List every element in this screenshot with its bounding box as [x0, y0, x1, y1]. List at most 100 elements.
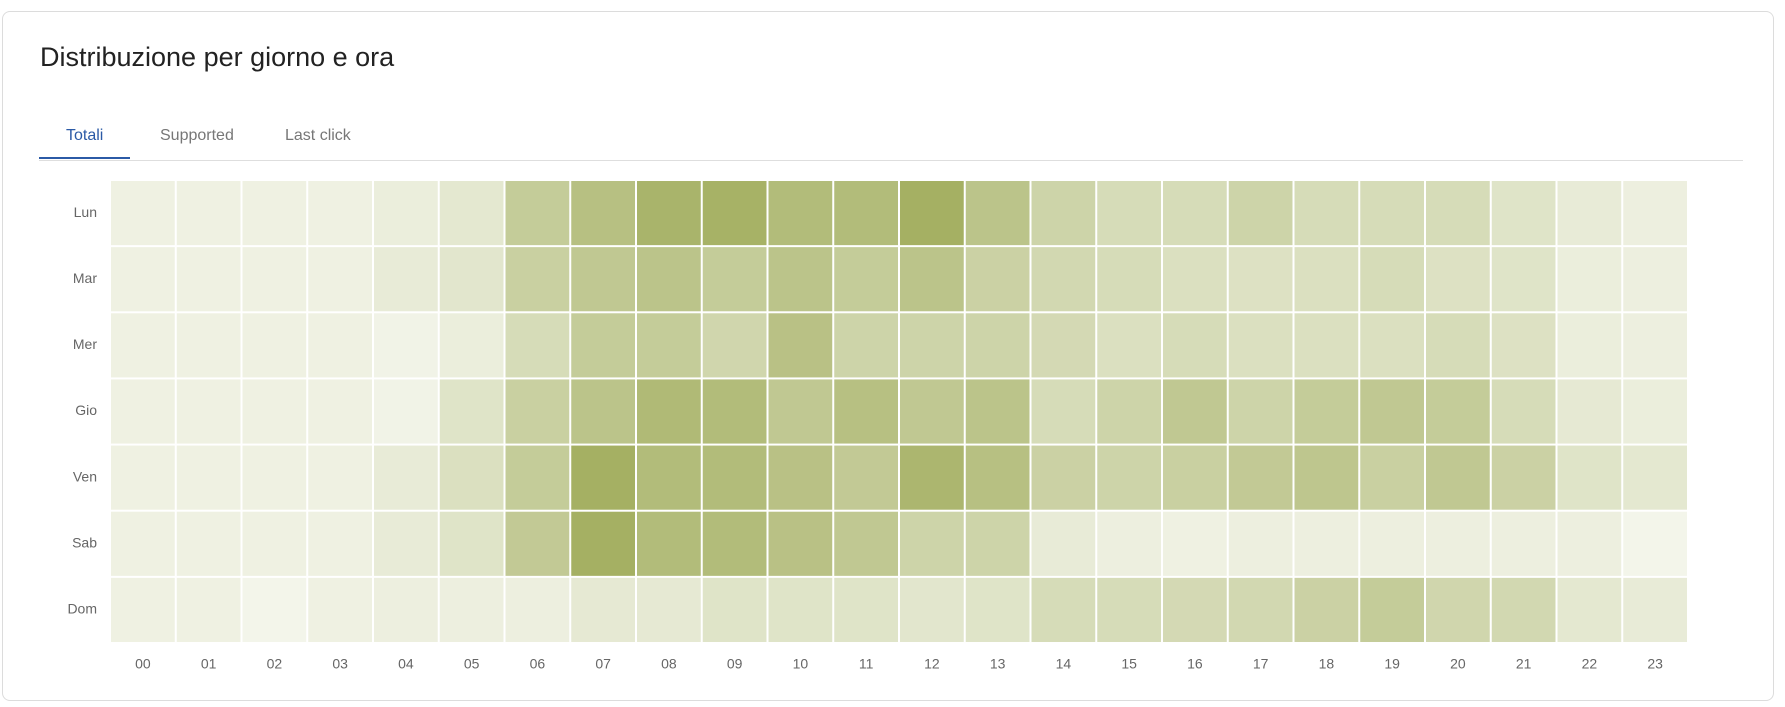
- heat-cell: [1294, 577, 1359, 642]
- heat-cell: [1228, 445, 1293, 510]
- heat-cell: [308, 577, 372, 642]
- heat-cell: [768, 313, 833, 378]
- heat-cell: [1360, 313, 1424, 378]
- heat-cell: [374, 511, 438, 576]
- heat-cell: [1491, 181, 1556, 246]
- heat-cell: [1623, 181, 1687, 246]
- heat-cell: [637, 379, 701, 444]
- heat-cell: [637, 445, 701, 510]
- heat-cell: [1360, 379, 1424, 444]
- heat-cell: [965, 379, 1030, 444]
- heat-cell: [308, 181, 372, 246]
- heat-cell: [702, 511, 767, 576]
- heat-cell: [900, 247, 964, 312]
- heat-cell: [1031, 247, 1096, 312]
- heat-cell: [1228, 247, 1293, 312]
- heat-cell: [1097, 313, 1161, 378]
- column-label: 18: [1319, 656, 1335, 672]
- heat-cell: [111, 511, 175, 576]
- heat-cell: [1426, 445, 1490, 510]
- heat-cell: [965, 445, 1030, 510]
- heat-cell: [834, 313, 898, 378]
- heat-cell: [768, 379, 833, 444]
- heat-cell: [1097, 247, 1161, 312]
- heat-cell: [834, 445, 898, 510]
- row-label: Dom: [67, 601, 97, 617]
- heat-cell: [505, 511, 570, 576]
- column-label: 11: [859, 656, 874, 672]
- heat-cell: [1163, 247, 1227, 312]
- heat-cell: [1031, 181, 1096, 246]
- heat-cell: [1228, 181, 1293, 246]
- heat-cell: [702, 577, 767, 642]
- heat-cell: [637, 511, 701, 576]
- heat-cell: [1491, 445, 1556, 510]
- heat-cell: [702, 379, 767, 444]
- heat-cell: [1031, 577, 1096, 642]
- heat-cell: [1294, 445, 1359, 510]
- heat-cell: [111, 445, 175, 510]
- heat-cell: [1491, 511, 1556, 576]
- heat-cell: [374, 181, 438, 246]
- heat-cell: [111, 181, 175, 246]
- heat-cell: [1031, 379, 1096, 444]
- heat-cell: [1360, 247, 1424, 312]
- heat-cell: [505, 181, 570, 246]
- heat-cell: [176, 445, 241, 510]
- row-label: Gio: [75, 402, 97, 418]
- heat-cell: [1163, 577, 1227, 642]
- heat-cell: [242, 379, 307, 444]
- heat-cell: [439, 379, 504, 444]
- heat-cell: [374, 313, 438, 378]
- heat-cell: [1623, 313, 1687, 378]
- heat-cell: [1228, 511, 1293, 576]
- row-label: Mar: [73, 270, 97, 286]
- heat-cell: [900, 313, 964, 378]
- heat-cell: [242, 181, 307, 246]
- heat-cell: [1623, 445, 1687, 510]
- tab[interactable]: Supported: [160, 127, 234, 144]
- heat-cell: [637, 181, 701, 246]
- heat-cell: [571, 379, 635, 444]
- heat-cell: [1031, 511, 1096, 576]
- heat-cell: [1097, 511, 1161, 576]
- heat-cell: [111, 313, 175, 378]
- heat-cell: [702, 445, 767, 510]
- column-label: 12: [924, 656, 940, 672]
- heat-cell: [374, 577, 438, 642]
- column-label: 21: [1516, 656, 1532, 672]
- column-label: 07: [595, 656, 611, 672]
- heat-cell: [965, 247, 1030, 312]
- heat-cell: [1163, 313, 1227, 378]
- heat-cell: [965, 181, 1030, 246]
- heat-cell: [1294, 511, 1359, 576]
- tab[interactable]: Last click: [285, 127, 351, 144]
- heat-cell: [176, 379, 241, 444]
- heat-cell: [308, 445, 372, 510]
- heat-cell: [176, 181, 241, 246]
- heat-cell: [1360, 445, 1424, 510]
- heat-cell: [1623, 379, 1687, 444]
- heat-cell: [702, 247, 767, 312]
- column-label: 00: [135, 656, 151, 672]
- heat-cell: [374, 379, 438, 444]
- heat-cell: [900, 379, 964, 444]
- heat-cell: [1360, 577, 1424, 642]
- heat-cell: [571, 181, 635, 246]
- heat-cell: [637, 247, 701, 312]
- heat-cell: [176, 577, 241, 642]
- column-label: 09: [727, 656, 743, 672]
- column-label: 02: [267, 656, 283, 672]
- heat-cell: [308, 247, 372, 312]
- heat-cell: [1557, 247, 1622, 312]
- heat-cell: [965, 511, 1030, 576]
- heat-cell: [834, 577, 898, 642]
- heat-cell: [571, 445, 635, 510]
- heat-cell: [834, 511, 898, 576]
- heat-cell: [242, 511, 307, 576]
- heat-cell: [505, 445, 570, 510]
- heat-cell: [1557, 511, 1622, 576]
- heat-cell: [1623, 577, 1687, 642]
- tab[interactable]: Totali: [39, 116, 131, 159]
- heat-cell: [242, 445, 307, 510]
